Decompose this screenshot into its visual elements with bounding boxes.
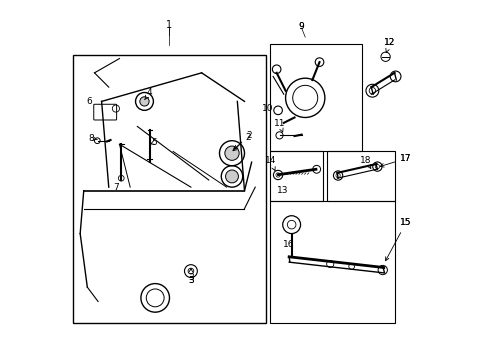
Circle shape xyxy=(225,170,238,183)
Circle shape xyxy=(224,146,239,160)
Text: 13: 13 xyxy=(277,186,288,195)
Text: 9: 9 xyxy=(298,22,304,31)
Text: 15: 15 xyxy=(385,219,411,261)
Bar xyxy=(73,55,265,323)
Text: 12: 12 xyxy=(384,38,395,53)
Text: 16: 16 xyxy=(283,240,294,249)
Text: 2: 2 xyxy=(234,131,252,149)
Text: 10: 10 xyxy=(262,104,273,113)
Text: 15: 15 xyxy=(399,219,410,228)
Text: 3: 3 xyxy=(188,276,193,285)
Text: 3: 3 xyxy=(188,275,193,284)
Text: 8: 8 xyxy=(88,134,97,143)
Text: 18: 18 xyxy=(360,156,371,168)
Text: 3: 3 xyxy=(188,269,193,282)
Text: 14: 14 xyxy=(264,156,275,171)
Text: 5: 5 xyxy=(150,138,157,147)
Text: 17: 17 xyxy=(399,154,410,163)
Text: 7: 7 xyxy=(113,183,119,192)
Text: 6: 6 xyxy=(86,97,92,106)
Bar xyxy=(269,44,362,152)
Text: 17: 17 xyxy=(380,154,411,167)
Text: 4: 4 xyxy=(144,88,152,100)
Bar xyxy=(269,152,323,202)
Bar xyxy=(326,152,394,202)
Text: 11: 11 xyxy=(273,120,285,132)
Circle shape xyxy=(140,97,149,106)
Text: 2: 2 xyxy=(232,132,250,151)
Text: 9: 9 xyxy=(298,22,304,31)
Text: 12: 12 xyxy=(383,38,394,47)
Text: 1: 1 xyxy=(166,19,172,30)
Bar xyxy=(269,202,394,323)
